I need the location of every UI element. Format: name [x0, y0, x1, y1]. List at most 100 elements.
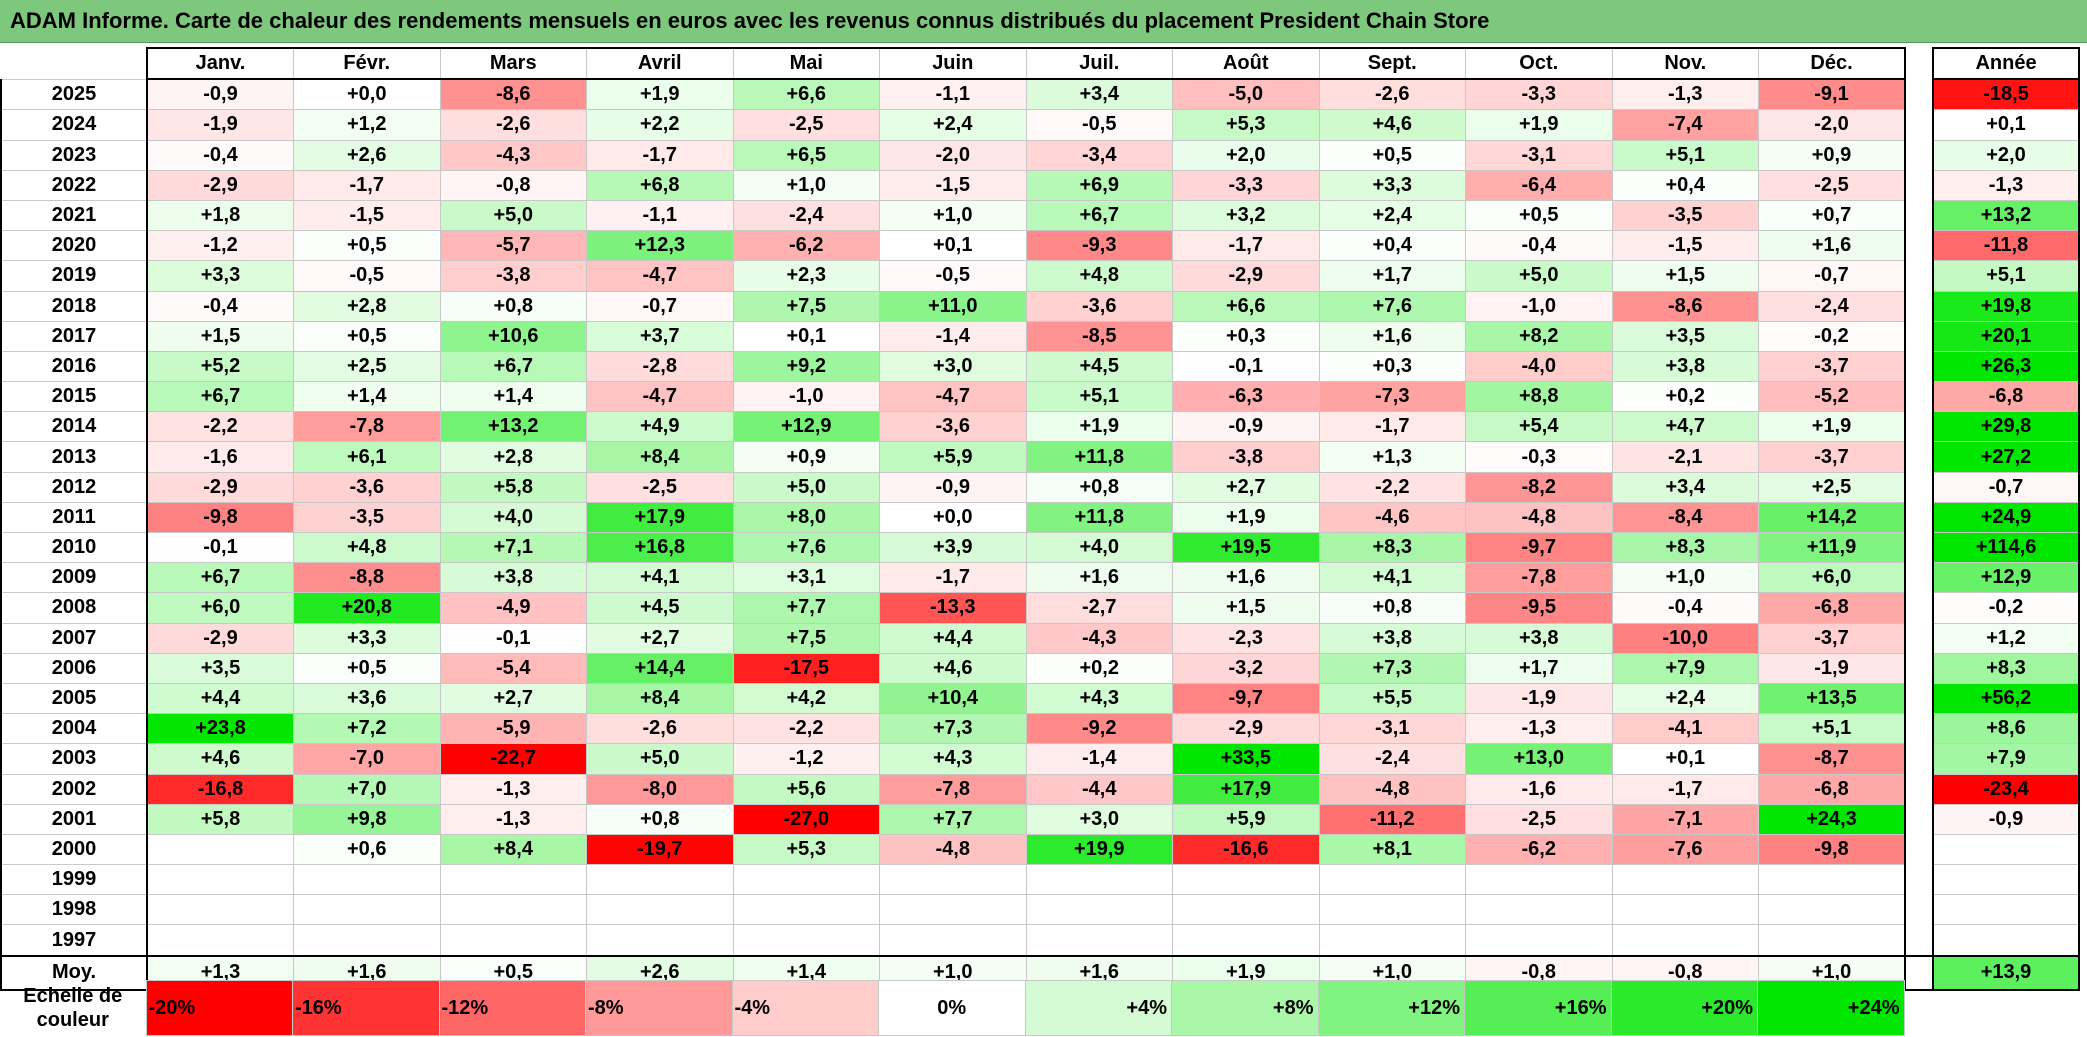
heatmap-cell: +4,6 [146, 743, 294, 775]
heatmap-cell: -0,8 [439, 169, 587, 201]
heatmap-cell: -4,6 [1318, 501, 1466, 534]
year-row: 2006 +3,5 +0,5 -5,4 +14,4 -17,5 +4,6 +0,2 -3,2 +7… [0, 652, 2080, 684]
scale-label: Echelle de couleur [23, 985, 123, 1031]
column-gap [1905, 532, 1933, 563]
heatmap-cell: +1,5 [1172, 592, 1320, 624]
heatmap-cell: +1,3 [1318, 441, 1466, 473]
heatmap-cell: +4,3 [1025, 682, 1173, 715]
month-header: Oct. [1465, 46, 1613, 81]
heatmap-cell: -8,7 [1758, 743, 1906, 775]
heatmap-cell: +1,9 [1465, 109, 1613, 141]
heatmap-cell: +3,0 [879, 350, 1027, 383]
annual-cell: +24,9 [1932, 501, 2080, 534]
heatmap-cell: -10,0 [1611, 622, 1759, 654]
heatmap-cell: +33,5 [1172, 743, 1320, 775]
annual-cell [1932, 864, 2080, 896]
year-row: 2008 +6,0 +20,8 -4,9 +4,5 +7,7 -13,3 -2,7 +1,5 +0… [0, 592, 2080, 624]
year-row: 2014 -2,2 -7,8 +13,2 +4,9 +12,9 -3,6 +1,9 -0,9 -1… [0, 411, 2080, 443]
year-row: 1998 [0, 894, 2080, 926]
heatmap-cell: +0,1 [1611, 743, 1759, 775]
heatmap-cell: +2,0 [1172, 139, 1320, 171]
column-gap [1905, 774, 1933, 805]
scale-stop: +20% [1610, 980, 1758, 1036]
heatmap-cell: +8,8 [1465, 381, 1613, 413]
heatmap-cell: -16,8 [146, 773, 294, 805]
heatmap-cell: +14,2 [1758, 501, 1906, 534]
heatmap-cell: +5,6 [732, 773, 880, 805]
annual-cell: +5,1 [1932, 260, 2080, 292]
heatmap-cell: +0,5 [293, 652, 441, 684]
scale-stop: +24% [1757, 980, 1905, 1036]
heatmap-cell: -2,3 [1172, 622, 1320, 654]
year-label: 2015 [0, 381, 148, 413]
heatmap-cell [146, 894, 294, 926]
heatmap-cell: +2,4 [879, 109, 1027, 141]
year-row: 2024 -1,9 +1,2 -2,6 +2,2 -2,5 +2,4 -0,5 +5,3 +4,6… [0, 109, 2080, 141]
heatmap-cell [1025, 924, 1173, 957]
year-label: 2007 [0, 622, 148, 654]
heatmap-cell: +3,1 [732, 562, 880, 594]
heatmap-cell [732, 864, 880, 896]
heatmap-cell: -1,7 [1172, 230, 1320, 262]
heatmap-cell: -4,9 [439, 592, 587, 624]
heatmap-cell: +11,9 [1758, 531, 1906, 564]
heatmap-cell: -3,7 [1758, 441, 1906, 473]
year-label: 2019 [0, 260, 148, 292]
annual-cell: -1,3 [1932, 169, 2080, 201]
heatmap-cell: +4,5 [586, 592, 734, 624]
heatmap-cell: -3,6 [293, 471, 441, 503]
heatmap-cell [1172, 924, 1320, 957]
month-header: Nov. [1611, 46, 1759, 81]
annual-cell: +19,8 [1932, 290, 2080, 322]
heatmap-cell: +7,3 [1318, 652, 1466, 684]
heatmap-cell: +1,0 [879, 199, 1027, 232]
heatmap-cell: +5,8 [146, 803, 294, 835]
heatmap-cell: +0,7 [1758, 199, 1906, 232]
year-row: 2001 +5,8 +9,8 -1,3 +0,8 -27,0 +7,7 +3,0 +5,9 -11… [0, 803, 2080, 835]
year-label: 2003 [0, 743, 148, 775]
heatmap-cell: +4,3 [879, 743, 1027, 775]
heatmap-cell: +19,5 [1172, 531, 1320, 564]
heatmap-cell: -3,7 [1758, 622, 1906, 654]
heatmap-cell: -1,3 [1611, 78, 1759, 111]
heatmap-cell: -1,5 [1611, 230, 1759, 262]
heatmap-cell: -0,4 [1465, 230, 1613, 262]
heatmap-cell: +23,8 [146, 713, 294, 745]
year-label: 2021 [0, 199, 148, 232]
heatmap-cell: +4,9 [586, 411, 734, 443]
heatmap-cell: -0,5 [293, 260, 441, 292]
year-label: 2022 [0, 169, 148, 201]
heatmap-cell: -1,9 [146, 109, 294, 141]
heatmap-cell: -2,6 [1318, 78, 1466, 111]
heatmap-cell: +3,0 [1025, 803, 1173, 835]
heatmap-cell: -2,2 [732, 713, 880, 745]
heatmap-cell: -1,7 [293, 169, 441, 201]
year-row: 1997 [0, 924, 2080, 957]
year-row: 2010 -0,1 +4,8 +7,1 +16,8 +7,6 +3,9 +4,0 +19,5 +8… [0, 531, 2080, 564]
heatmap-cell: +8,1 [1318, 833, 1466, 866]
heatmap-cell [1025, 864, 1173, 896]
heatmap-cell: +0,2 [1611, 381, 1759, 413]
heatmap-cell: -7,1 [1611, 803, 1759, 835]
heatmap-cell: -4,8 [1318, 773, 1466, 805]
heatmap-cell: -8,6 [439, 78, 587, 111]
column-gap [1905, 623, 1933, 654]
heatmap-cell: +19,9 [1025, 833, 1173, 866]
heatmap-cell [1318, 924, 1466, 957]
year-label: 2016 [0, 350, 148, 383]
heatmap-cell: +4,1 [1318, 562, 1466, 594]
heatmap-cell: +1,5 [1611, 260, 1759, 292]
heatmap-cell: +7,1 [439, 531, 587, 564]
heatmap-cell: +4,1 [586, 562, 734, 594]
corner-cell [1, 48, 147, 79]
heatmap-cell: +13,5 [1758, 682, 1906, 715]
heatmap-cell: -8,0 [586, 773, 734, 805]
heatmap-cell [1465, 924, 1613, 957]
heatmap-cell [1758, 924, 1906, 957]
heatmap-cell [1465, 864, 1613, 896]
heatmap-cell: +1,9 [1758, 411, 1906, 443]
heatmap-cell: -0,1 [1172, 350, 1320, 383]
heatmap-cell: -2,4 [1318, 743, 1466, 775]
year-label: 2017 [0, 320, 148, 352]
column-gap [1905, 713, 1933, 744]
